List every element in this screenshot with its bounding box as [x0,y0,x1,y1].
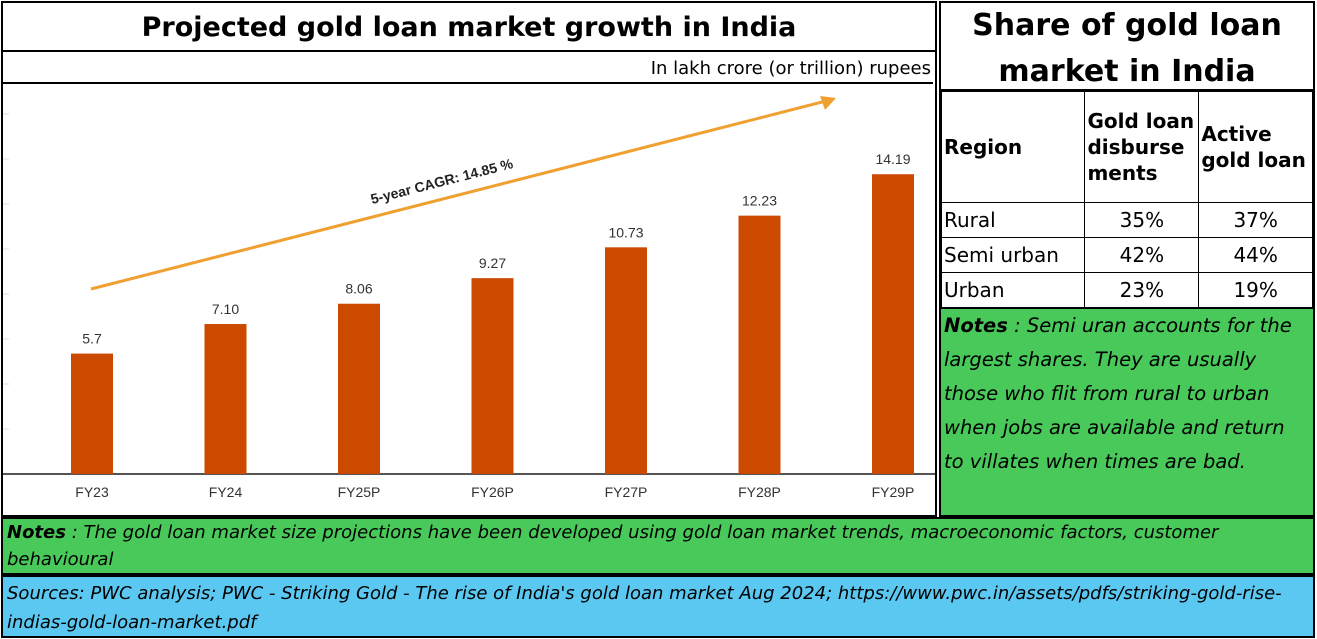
bar [338,303,380,474]
bottom-notes-text: : The gold loan market size projections … [7,522,1219,570]
chart-unit-label: In lakh crore (or trillion) rupees [3,54,933,84]
header-region: Region [940,91,1086,203]
side-notes: Notes : Semi uran accounts for the large… [941,307,1313,515]
data-label: 9.27 [479,255,506,271]
table-row: Semi urban 42% 44% [940,237,1313,273]
active-loan-cell: 44% [1198,237,1313,273]
share-table: Region Gold loan disburse ments Active g… [940,91,1313,308]
sources-note: Sources: PWC analysis; PWC - Striking Go… [1,575,1315,638]
region-cell: Urban [940,272,1086,308]
bar-chart: 5.7 FY23 7.10 FY24 8.06 FY25P 9.27 FY26P 10.73 FY… [3,96,935,500]
bottom-notes-label: Notes [7,522,66,543]
bar [471,278,514,474]
x-tick-label: FY26P [471,484,514,500]
disbursement-cell: 23% [1084,272,1200,308]
bar [71,353,113,474]
x-tick-label: FY23 [75,484,109,500]
bar [872,174,914,474]
x-tick-label: FY29P [872,484,915,500]
header-active-loan: Active gold loan [1198,91,1313,203]
data-label: 10.73 [608,224,643,240]
data-label: 12.23 [742,193,777,209]
x-tick-label: FY28P [738,484,781,500]
active-loan-cell: 19% [1198,272,1313,308]
x-tick-label: FY27P [605,484,648,500]
chart-title: Projected gold loan market growth in Ind… [3,3,935,52]
cagr-arrow-line [90,99,827,291]
x-tick-label: FY25P [338,484,381,500]
share-table-title: Share of gold loan market in India [941,3,1313,91]
chart-panel: Projected gold loan market growth in Ind… [1,1,937,517]
side-notes-text: : Semi uran accounts for the largest sha… [944,314,1292,473]
data-label: 8.06 [345,281,372,297]
table-row: Rural 35% 37% [940,202,1313,238]
share-panel: Share of gold loan market in India Regio… [939,1,1315,517]
bar [605,247,647,474]
table-row: Urban 23% 19% [940,272,1313,308]
header-disbursements: Gold loan disburse ments [1084,91,1200,203]
bottom-notes: Notes : The gold loan market size projec… [1,517,1315,575]
bar [738,215,781,475]
data-label: 7.10 [212,301,239,317]
table-header-row: Region Gold loan disburse ments Active g… [940,91,1313,203]
active-loan-cell: 37% [1198,202,1313,238]
bar [204,324,247,474]
disbursement-cell: 35% [1084,202,1200,238]
disbursement-cell: 42% [1084,237,1200,273]
cagr-arrow-head [820,96,836,110]
data-label: 5.7 [82,331,102,347]
region-cell: Rural [940,202,1086,238]
x-tick-label: FY24 [209,484,243,500]
region-cell: Semi urban [940,237,1086,273]
side-notes-label: Notes [944,314,1008,337]
data-label: 14.19 [875,151,910,167]
